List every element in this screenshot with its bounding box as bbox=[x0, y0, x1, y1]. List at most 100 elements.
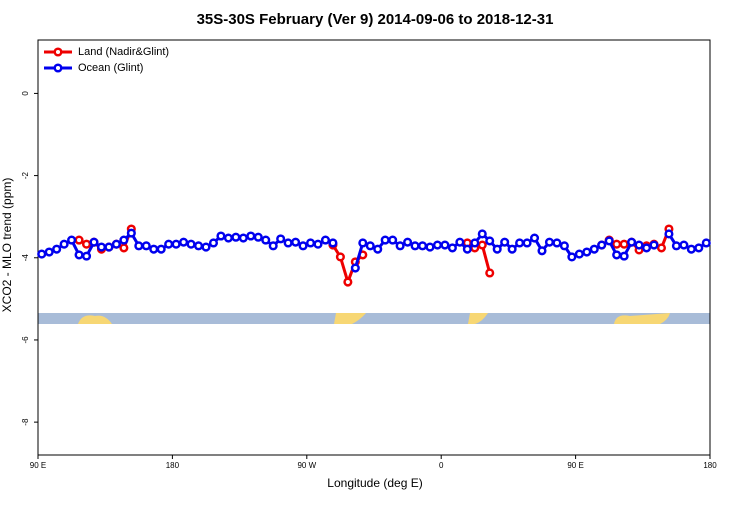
point bbox=[559, 241, 569, 251]
point bbox=[268, 241, 278, 251]
point bbox=[276, 234, 286, 244]
point bbox=[74, 250, 84, 260]
point bbox=[156, 244, 166, 254]
point bbox=[477, 240, 487, 250]
point bbox=[373, 244, 383, 254]
point bbox=[604, 236, 614, 246]
point bbox=[74, 235, 84, 245]
point bbox=[395, 241, 405, 251]
point bbox=[462, 244, 472, 254]
point bbox=[664, 229, 674, 239]
point bbox=[440, 240, 450, 250]
point bbox=[567, 252, 577, 262]
point bbox=[574, 249, 584, 259]
point bbox=[291, 237, 301, 247]
point bbox=[470, 238, 480, 248]
point bbox=[208, 238, 219, 248]
x-tick-label: 90 E bbox=[567, 461, 583, 470]
y-tick-label: -8 bbox=[21, 418, 30, 426]
point bbox=[425, 242, 435, 252]
point bbox=[507, 244, 517, 254]
point bbox=[37, 249, 47, 259]
y-tick-label: -4 bbox=[21, 254, 30, 262]
point bbox=[313, 239, 323, 249]
point bbox=[81, 251, 92, 261]
point bbox=[335, 252, 345, 262]
point bbox=[552, 238, 562, 248]
point bbox=[656, 243, 667, 253]
point bbox=[403, 237, 413, 247]
point bbox=[417, 241, 428, 251]
point bbox=[410, 241, 420, 251]
point bbox=[134, 241, 144, 251]
point bbox=[485, 268, 495, 278]
point bbox=[201, 242, 211, 252]
x-tick-label: 90 E bbox=[30, 461, 46, 470]
point bbox=[671, 241, 681, 251]
x-tick-label: 180 bbox=[703, 461, 717, 470]
point bbox=[119, 235, 129, 245]
point bbox=[261, 235, 271, 245]
point bbox=[641, 243, 652, 253]
point bbox=[231, 232, 241, 242]
point bbox=[298, 241, 308, 251]
point bbox=[96, 242, 107, 252]
point bbox=[81, 239, 92, 249]
point bbox=[246, 231, 256, 241]
point bbox=[612, 250, 622, 260]
point bbox=[59, 239, 69, 249]
legend-marker bbox=[53, 63, 63, 73]
point bbox=[529, 233, 540, 243]
point bbox=[171, 239, 181, 249]
legend-label: Land (Nadir&Glint) bbox=[78, 46, 169, 58]
x-tick-label: 90 W bbox=[297, 461, 316, 470]
point bbox=[694, 243, 704, 253]
y-axis-label: XCO2 - MLO trend (ppm) bbox=[0, 178, 14, 313]
point bbox=[522, 238, 532, 248]
plot-frame bbox=[37, 39, 711, 456]
point bbox=[238, 233, 248, 243]
point bbox=[500, 237, 510, 247]
point bbox=[544, 237, 555, 247]
point bbox=[283, 238, 293, 248]
point bbox=[216, 231, 226, 241]
point bbox=[612, 239, 622, 249]
point bbox=[679, 240, 689, 250]
y-tick-label: -2 bbox=[21, 171, 30, 179]
point bbox=[328, 238, 338, 248]
point bbox=[634, 240, 644, 250]
point bbox=[537, 246, 547, 256]
point bbox=[126, 228, 136, 238]
point bbox=[149, 244, 159, 254]
point bbox=[52, 244, 62, 254]
point bbox=[305, 238, 316, 248]
point bbox=[582, 247, 592, 257]
point bbox=[619, 239, 629, 249]
point bbox=[358, 238, 368, 248]
point bbox=[44, 247, 54, 257]
point bbox=[485, 236, 495, 246]
point bbox=[380, 235, 390, 245]
point bbox=[477, 229, 487, 239]
point bbox=[223, 233, 233, 243]
point bbox=[701, 238, 711, 248]
point bbox=[343, 277, 353, 287]
y-tick-label: 0 bbox=[21, 91, 30, 96]
point bbox=[515, 238, 525, 248]
point bbox=[141, 241, 151, 251]
map-strip bbox=[38, 313, 710, 324]
point bbox=[589, 244, 599, 254]
point bbox=[104, 242, 114, 252]
point bbox=[365, 241, 375, 251]
point bbox=[350, 263, 360, 273]
point bbox=[492, 244, 502, 254]
x-tick-label: 0 bbox=[439, 461, 444, 470]
point bbox=[686, 244, 696, 254]
point bbox=[388, 235, 398, 245]
y-tick-label: -6 bbox=[21, 336, 30, 344]
point bbox=[186, 239, 196, 249]
legend-marker bbox=[53, 47, 63, 57]
point bbox=[649, 240, 659, 250]
point bbox=[320, 235, 331, 245]
point bbox=[193, 241, 204, 251]
